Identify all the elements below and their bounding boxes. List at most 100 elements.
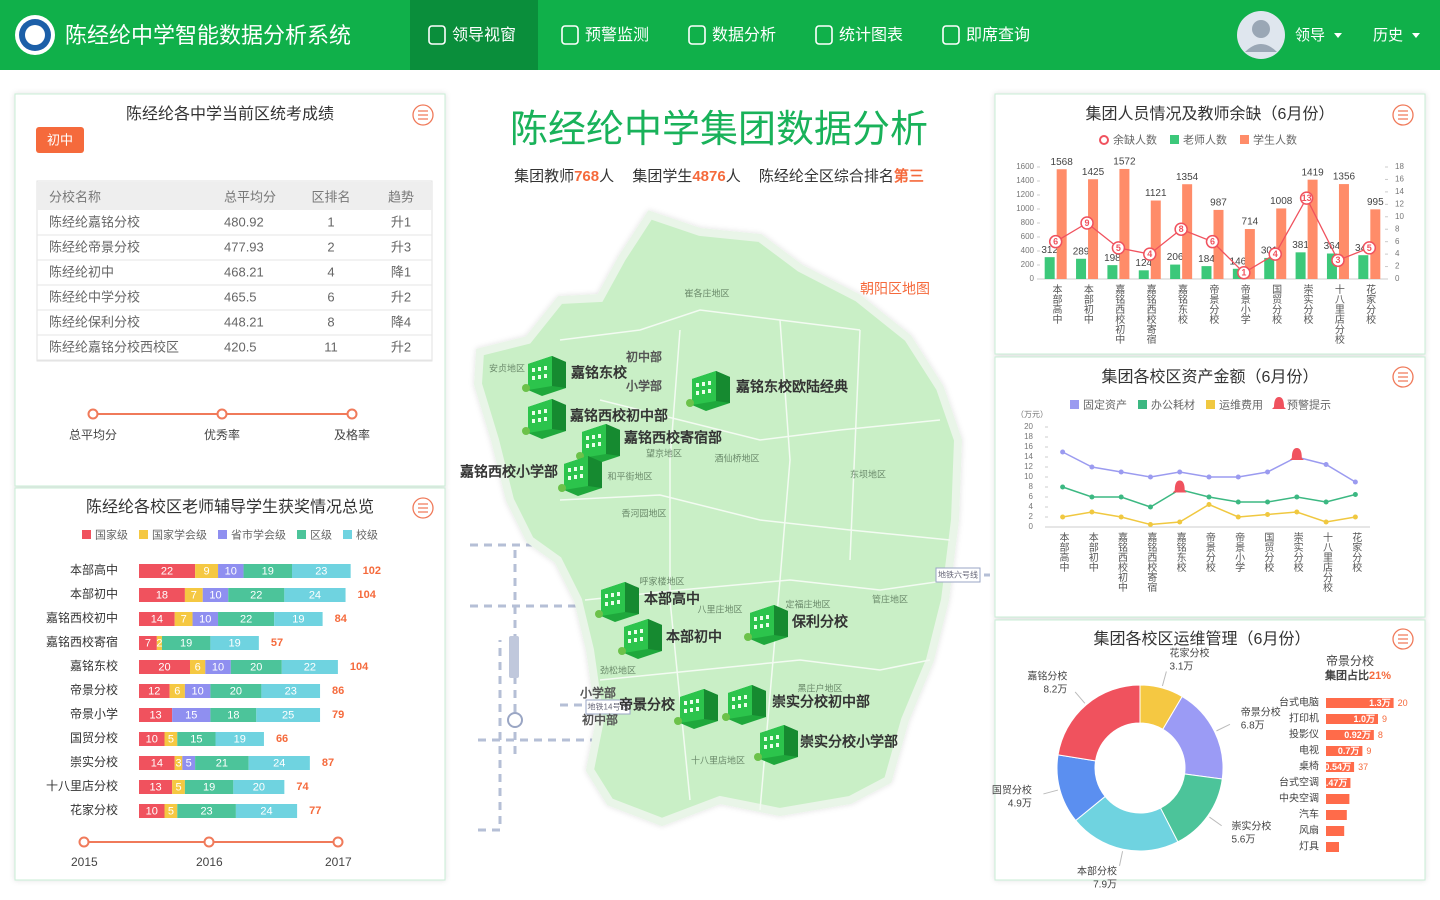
year-label[interactable]: 2016: [196, 855, 223, 869]
item-name: 汽车: [1299, 808, 1319, 821]
legend-swatch: [343, 530, 352, 539]
tab-dot[interactable]: [87, 408, 99, 420]
tab-label[interactable]: 优秀率: [204, 427, 240, 442]
school-label[interactable]: 嘉铭东校欧陆经典: [735, 379, 848, 395]
year-dot[interactable]: [203, 836, 215, 848]
tab-dot[interactable]: [346, 408, 358, 420]
x-tick-label: 本部初中: [1081, 283, 1093, 325]
bar-value: 381: [1292, 240, 1309, 251]
table-header: 区排名: [311, 189, 350, 204]
year-dot[interactable]: [332, 836, 344, 848]
nav-item[interactable]: 统计图表: [839, 26, 903, 44]
user-name[interactable]: 领导: [1295, 27, 1325, 44]
line-point: [1089, 509, 1095, 515]
school-label[interactable]: 本部初中: [666, 629, 722, 645]
bar-segment: [172, 708, 211, 722]
school-label[interactable]: 嘉铭西校初中部: [569, 408, 668, 424]
app-title: 陈经纶中学智能数据分析系统: [65, 23, 351, 48]
school-label[interactable]: 帝景分校: [619, 697, 676, 713]
menu-icon[interactable]: [412, 497, 434, 519]
x-tick-label: 嘉铭西校寄宿: [1145, 531, 1157, 593]
item-bar[interactable]: [1326, 794, 1350, 804]
item-name: 电视: [1299, 744, 1319, 757]
y-tick-label: 0: [1029, 522, 1034, 531]
table-cell: 477.93: [224, 239, 264, 254]
donut-slice[interactable]: [1057, 684, 1141, 762]
bar-segment: [210, 708, 257, 722]
bar-segment: [184, 780, 234, 794]
category-label: 本部初中: [70, 586, 118, 601]
item-bar[interactable]: [1326, 842, 1339, 852]
share-value: 21%: [1369, 670, 1391, 682]
tag[interactable]: [36, 127, 84, 153]
school-label[interactable]: 崇实分校小学部: [800, 734, 898, 750]
item-bar[interactable]: [1326, 762, 1355, 772]
line-point: [1265, 512, 1271, 517]
item-bar[interactable]: [1326, 746, 1363, 756]
category-label: 十八里店分校: [46, 778, 118, 793]
bar-value: 714: [1242, 217, 1259, 228]
center-title: 陈经纶中学集团数据分析: [510, 109, 928, 151]
school-label[interactable]: 嘉铭东校: [570, 365, 628, 381]
y2-tick-label: 14: [1395, 187, 1404, 196]
nav-item[interactable]: 数据分析: [712, 26, 776, 44]
year-label[interactable]: 2017: [325, 855, 352, 869]
line-point: [1265, 469, 1271, 475]
y-tick-label: 20: [1024, 422, 1033, 431]
line-point: [1177, 469, 1183, 475]
school-label[interactable]: 保利分校: [791, 614, 849, 630]
point-label: 5: [1116, 243, 1121, 253]
line-point: [1048, 234, 1063, 249]
y-tick-label: 12: [1024, 462, 1033, 471]
year-dot[interactable]: [78, 836, 90, 848]
map: 朝阳区地图 崔各庄地区 安贞地区 望京地区 酒仙桥地区 东坝地区 和平街地区 香…: [459, 210, 990, 832]
tab-label[interactable]: 总平均分: [69, 428, 117, 442]
school-label[interactable]: 嘉铭西校小学部: [459, 464, 558, 480]
district-label: 劲松地区: [600, 664, 636, 675]
menu-icon[interactable]: [1392, 366, 1414, 388]
item-bar[interactable]: [1326, 730, 1374, 740]
nav-active-bg: [410, 0, 538, 70]
y2-tick-label: 6: [1395, 237, 1400, 246]
school-label[interactable]: 本部高中: [644, 591, 700, 607]
item-bar[interactable]: [1326, 826, 1345, 836]
nav-item[interactable]: 即席查询: [966, 26, 1030, 44]
x-tick-label: 花家分校: [1350, 531, 1362, 573]
metro-station: [507, 712, 523, 728]
bar-label: 19: [234, 733, 246, 745]
school-label[interactable]: 崇实分校初中部: [772, 694, 870, 710]
year-label[interactable]: 2015: [71, 855, 98, 869]
menu-icon[interactable]: [1392, 628, 1414, 650]
bar-value: 146: [1230, 256, 1247, 267]
table-header: 总平均分: [224, 189, 276, 204]
bar-label: 10: [212, 661, 224, 673]
table-cell: 升3: [391, 239, 411, 254]
item-bar[interactable]: [1326, 714, 1378, 724]
item-bar[interactable]: [1326, 810, 1347, 820]
tab-label[interactable]: 及格率: [334, 427, 370, 442]
bar-value: 987: [1210, 198, 1227, 209]
bar-label: 7: [191, 589, 197, 601]
nav-item[interactable]: 领导视窗: [452, 26, 516, 44]
item-name: 打印机: [1289, 712, 1319, 725]
line-point: [1060, 514, 1066, 520]
item-bar[interactable]: [1326, 698, 1394, 708]
line-point: [1294, 494, 1300, 500]
tab-dot[interactable]: [216, 408, 228, 420]
history-menu[interactable]: 历史: [1373, 27, 1403, 44]
bar: [1201, 266, 1212, 279]
menu-icon[interactable]: [412, 104, 434, 126]
bar-label: 19: [229, 637, 241, 649]
menu-icon[interactable]: [1392, 104, 1414, 126]
panel-title: 集团各校区运维管理（6月份）: [1094, 630, 1311, 648]
nav-icon: [688, 25, 706, 45]
y-tick-label: 1200: [1016, 190, 1034, 199]
school-label[interactable]: 嘉铭西校寄宿部: [623, 430, 722, 446]
district-label: 定福庄地区: [785, 598, 830, 609]
nav-item[interactable]: 预警监测: [585, 26, 649, 44]
stat-value: 4876: [692, 168, 725, 185]
item-bar[interactable]: [1326, 778, 1351, 788]
district-label: 黑庄户地区: [797, 682, 842, 693]
bar: [1076, 258, 1087, 279]
table-cell: 465.5: [224, 289, 257, 304]
